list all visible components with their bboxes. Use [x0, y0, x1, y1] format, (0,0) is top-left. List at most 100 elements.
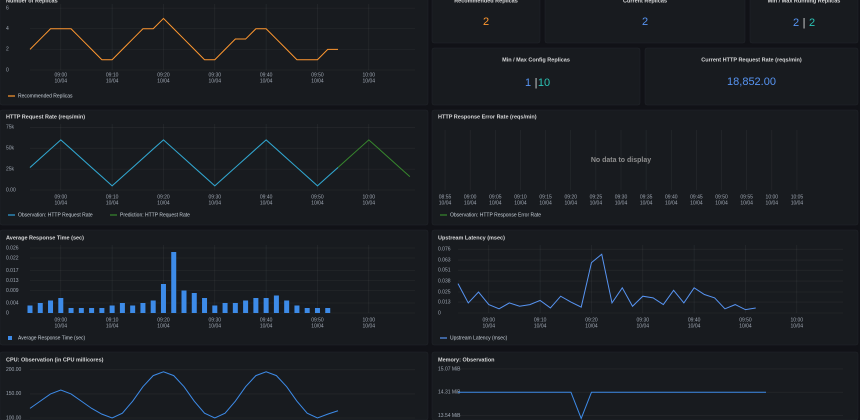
x-tick-date: 10/04	[489, 200, 502, 206]
x-tick-label: 09:00	[55, 317, 68, 323]
x-tick-date: 10/04	[363, 78, 376, 84]
x-tick-label: 09:40	[260, 72, 273, 78]
x-tick-date: 10/04	[534, 323, 547, 329]
y-tick-label: 0.00	[6, 187, 16, 193]
x-tick-label: 09:10	[514, 194, 527, 200]
panel	[431, 351, 859, 420]
y-tick-label: 75k	[6, 125, 15, 131]
stat-separator: |	[535, 77, 538, 89]
x-tick-date: 10/04	[209, 78, 222, 84]
bar	[181, 290, 187, 313]
series-line	[29, 371, 339, 419]
bar	[68, 308, 74, 313]
bar	[222, 303, 228, 313]
legend-label: Average Response Time (sec)	[18, 335, 85, 341]
y-tick-label: 6	[6, 5, 9, 11]
x-tick-date: 10/04	[157, 323, 170, 329]
bar	[78, 308, 84, 313]
x-tick-label: 09:50	[311, 194, 324, 200]
y-tick-label: 200.00	[6, 367, 22, 373]
bar	[202, 298, 208, 313]
x-tick-date: 10/04	[464, 200, 477, 206]
x-tick-date: 10/04	[539, 200, 552, 206]
x-tick-label: 09:00	[483, 317, 496, 323]
x-tick-date: 10/04	[311, 323, 324, 329]
x-tick-date: 10/04	[564, 200, 577, 206]
x-tick-date: 10/04	[363, 200, 376, 206]
x-tick-label: 09:20	[157, 194, 170, 200]
x-tick-date: 10/04	[209, 323, 222, 329]
x-tick-label: 09:15	[539, 194, 552, 200]
x-tick-label: 09:30	[637, 317, 650, 323]
x-tick-label: 09:40	[260, 317, 273, 323]
panel	[0, 109, 429, 226]
bar	[160, 284, 166, 313]
bar	[48, 300, 54, 313]
y-tick-label: 25k	[6, 166, 15, 172]
x-tick-date: 10/04	[640, 200, 653, 206]
legend-label: Observation: HTTP Response Error Rate	[450, 212, 541, 218]
x-tick-label: 09:45	[690, 194, 703, 200]
stat-value: 18,852.00	[727, 76, 776, 88]
x-tick-date: 10/04	[260, 78, 273, 84]
x-tick-label: 09:40	[688, 317, 701, 323]
panel	[0, 351, 429, 420]
x-tick-date: 10/04	[157, 200, 170, 206]
series-line	[458, 391, 766, 420]
x-tick-date: 10/04	[209, 200, 222, 206]
stat-value: 10	[538, 77, 550, 89]
bar	[273, 295, 279, 313]
x-tick-date: 10/04	[55, 78, 68, 84]
x-tick-date: 10/04	[590, 200, 603, 206]
y-tick-label: 0	[438, 310, 441, 316]
x-tick-label: 09:25	[590, 194, 603, 200]
y-tick-label: 15.07 MiB	[438, 366, 461, 372]
x-tick-label: 09:50	[311, 317, 324, 323]
x-tick-label: 09:30	[209, 317, 222, 323]
bar	[89, 308, 95, 313]
bar	[263, 298, 269, 313]
x-tick-label: 09:40	[665, 194, 678, 200]
y-tick-label: 2	[6, 47, 9, 53]
x-tick-date: 10/04	[615, 200, 628, 206]
x-tick-date: 10/04	[260, 323, 273, 329]
x-tick-label: 09:50	[715, 194, 728, 200]
series-line	[29, 139, 339, 187]
legend-label: Observation: HTTP Request Rate	[18, 212, 93, 218]
x-tick-label: 09:05	[489, 194, 502, 200]
stat-panel	[431, 47, 641, 106]
stat-value: 2	[642, 16, 648, 28]
x-tick-label: 09:40	[260, 194, 273, 200]
series-line	[29, 17, 338, 61]
bar	[253, 298, 259, 313]
x-tick-label: 09:30	[615, 194, 628, 200]
bar	[304, 308, 310, 313]
panel	[431, 109, 859, 226]
y-tick-label: 0.022	[6, 255, 19, 261]
panel	[0, 229, 429, 346]
y-tick-label: 150.00	[6, 391, 22, 397]
x-tick-label: 10:00	[766, 194, 779, 200]
x-tick-date: 10/04	[363, 323, 376, 329]
x-tick-label: 09:50	[311, 72, 324, 78]
x-tick-label: 10:05	[791, 194, 804, 200]
y-tick-label: 4	[6, 26, 9, 32]
x-tick-label: 09:10	[106, 194, 119, 200]
x-tick-label: 09:00	[55, 72, 68, 78]
bar	[140, 303, 146, 313]
legend-label: Upstream Latency (msec)	[450, 335, 508, 341]
y-tick-label: 0.076	[438, 247, 451, 253]
stat-panel	[749, 0, 859, 44]
x-tick-date: 10/04	[766, 200, 779, 206]
x-tick-date: 10/04	[690, 200, 703, 206]
x-tick-date: 10/04	[311, 78, 324, 84]
bar	[212, 305, 218, 313]
panel-title: CPU: Observation (in CPU millicores)	[6, 357, 104, 363]
panel-title: HTTP Request Rate (reqs/min)	[6, 114, 85, 120]
x-tick-label: 09:10	[106, 317, 119, 323]
x-tick-label: 09:20	[157, 317, 170, 323]
bar	[325, 308, 331, 313]
bar	[314, 308, 320, 313]
x-tick-date: 10/04	[55, 323, 68, 329]
